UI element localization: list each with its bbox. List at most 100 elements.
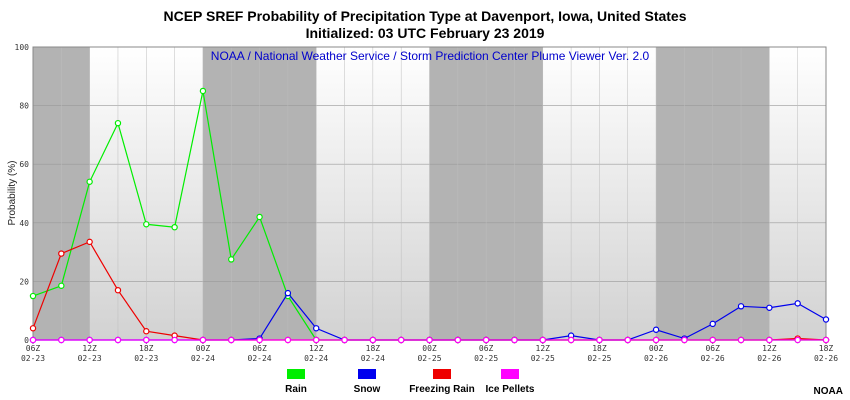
- x-tick-hour: 18Z: [139, 344, 154, 353]
- data-point-ice-pellets: [58, 336, 65, 344]
- x-tick-date: 02-24: [304, 354, 328, 363]
- x-tick-date: 02-25: [474, 354, 498, 363]
- data-point-rain: [228, 256, 235, 263]
- legend-swatch: [501, 369, 519, 379]
- x-tick-hour: 12Z: [82, 344, 97, 353]
- y-tick-label: 100: [15, 43, 30, 52]
- x-tick-date: 02-24: [361, 354, 385, 363]
- legend-label: Freezing Rain: [409, 384, 475, 395]
- x-tick-date: 02-25: [531, 354, 555, 363]
- data-point-snow: [794, 300, 801, 307]
- data-point-freezing-rain: [29, 325, 37, 332]
- credit-label: NOAA: [814, 386, 843, 397]
- data-point-rain: [143, 221, 150, 228]
- y-tick-label: 60: [19, 160, 29, 169]
- data-point-ice-pellets: [794, 336, 801, 344]
- data-point-ice-pellets: [284, 336, 292, 344]
- data-point-snow: [284, 289, 292, 297]
- y-tick-label: 80: [19, 102, 29, 111]
- data-point-ice-pellets: [426, 336, 433, 344]
- x-tick-date: 02-26: [644, 354, 668, 363]
- data-point-ice-pellets: [397, 336, 405, 344]
- data-point-ice-pellets: [681, 336, 688, 344]
- chart-subtitle: Initialized: 03 UTC February 23 2019: [306, 25, 545, 41]
- legend-swatch: [287, 369, 305, 379]
- x-tick-hour: 00Z: [196, 344, 211, 353]
- x-tick-date: 02-23: [21, 354, 45, 363]
- x-tick-date: 02-26: [814, 354, 838, 363]
- legend-label: Snow: [354, 384, 381, 395]
- data-point-rain: [86, 178, 93, 185]
- y-axis: 0 20 40 60 80 100: [15, 43, 30, 345]
- x-tick-date: 02-26: [701, 354, 725, 363]
- data-point-freezing-rain: [114, 286, 122, 294]
- x-tick-hour: 06Z: [252, 344, 267, 353]
- x-tick-date: 02-24: [191, 354, 215, 363]
- data-point-rain: [199, 87, 207, 95]
- data-point-ice-pellets: [511, 336, 518, 344]
- data-point-ice-pellets: [482, 336, 490, 344]
- data-point-ice-pellets: [256, 336, 263, 344]
- data-point-ice-pellets: [596, 336, 603, 344]
- data-point-ice-pellets: [114, 336, 122, 344]
- data-point-ice-pellets: [709, 336, 716, 344]
- data-point-ice-pellets: [624, 336, 631, 344]
- x-tick-date: 02-24: [248, 354, 272, 363]
- legend-swatch: [358, 369, 376, 379]
- data-point-ice-pellets: [171, 336, 178, 344]
- data-point-snow: [766, 304, 773, 311]
- x-tick-date: 02-26: [757, 354, 781, 363]
- x-tick-hour: 18Z: [366, 344, 381, 353]
- data-point-rain: [114, 119, 122, 127]
- x-tick-hour: 18Z: [819, 344, 834, 353]
- x-tick-hour: 18Z: [592, 344, 607, 353]
- data-point-ice-pellets: [29, 336, 37, 344]
- y-tick-label: 0: [24, 336, 29, 345]
- data-point-snow: [822, 316, 830, 323]
- data-point-ice-pellets: [567, 336, 575, 344]
- x-tick-hour: 00Z: [649, 344, 664, 353]
- x-tick-hour: 12Z: [536, 344, 551, 353]
- data-point-rain: [256, 213, 263, 221]
- data-point-freezing-rain: [86, 238, 93, 246]
- x-tick-hour: 06Z: [479, 344, 494, 353]
- data-point-ice-pellets: [341, 336, 348, 344]
- x-tick-hour: 00Z: [422, 344, 437, 353]
- x-tick-date: 02-23: [134, 354, 158, 363]
- x-tick-hour: 12Z: [762, 344, 777, 353]
- data-point-rain: [29, 292, 37, 300]
- data-point-ice-pellets: [539, 336, 546, 344]
- x-tick-date: 02-25: [587, 354, 611, 363]
- data-point-freezing-rain: [143, 328, 150, 335]
- data-point-snow: [313, 325, 320, 332]
- data-point-snow: [709, 320, 716, 328]
- x-tick-hour: 06Z: [705, 344, 720, 353]
- data-point-snow: [652, 326, 660, 333]
- grid-lines: [32, 46, 827, 341]
- data-point-ice-pellets: [454, 336, 462, 344]
- chart-title: NCEP SREF Probability of Precipitation T…: [163, 8, 686, 24]
- series-ice-pellets: [29, 336, 830, 344]
- x-tick-hour: 06Z: [26, 344, 41, 353]
- x-axis: 06Z02-2312Z02-2318Z02-2300Z02-2406Z02-24…: [21, 340, 838, 363]
- data-point-ice-pellets: [822, 336, 830, 344]
- data-point-snow: [737, 303, 745, 310]
- data-point-ice-pellets: [86, 336, 93, 344]
- x-tick-date: 02-23: [78, 354, 102, 363]
- legend-label: Ice Pellets: [486, 384, 535, 395]
- data-point-rain: [58, 282, 65, 289]
- legend-label: Rain: [285, 384, 307, 395]
- x-tick-hour: 12Z: [309, 344, 324, 353]
- y-axis-label: Probability (%): [7, 160, 18, 225]
- data-point-ice-pellets: [369, 336, 377, 344]
- x-tick-date: 02-25: [417, 354, 441, 363]
- legend: Rain Snow Freezing Rain Ice Pellets: [285, 369, 535, 395]
- y-tick-label: 20: [19, 277, 29, 286]
- data-point-ice-pellets: [199, 336, 207, 344]
- data-point-ice-pellets: [766, 336, 773, 344]
- data-point-freezing-rain: [58, 250, 65, 257]
- legend-swatch: [433, 369, 451, 379]
- data-point-ice-pellets: [652, 336, 660, 344]
- series-group: [29, 87, 830, 344]
